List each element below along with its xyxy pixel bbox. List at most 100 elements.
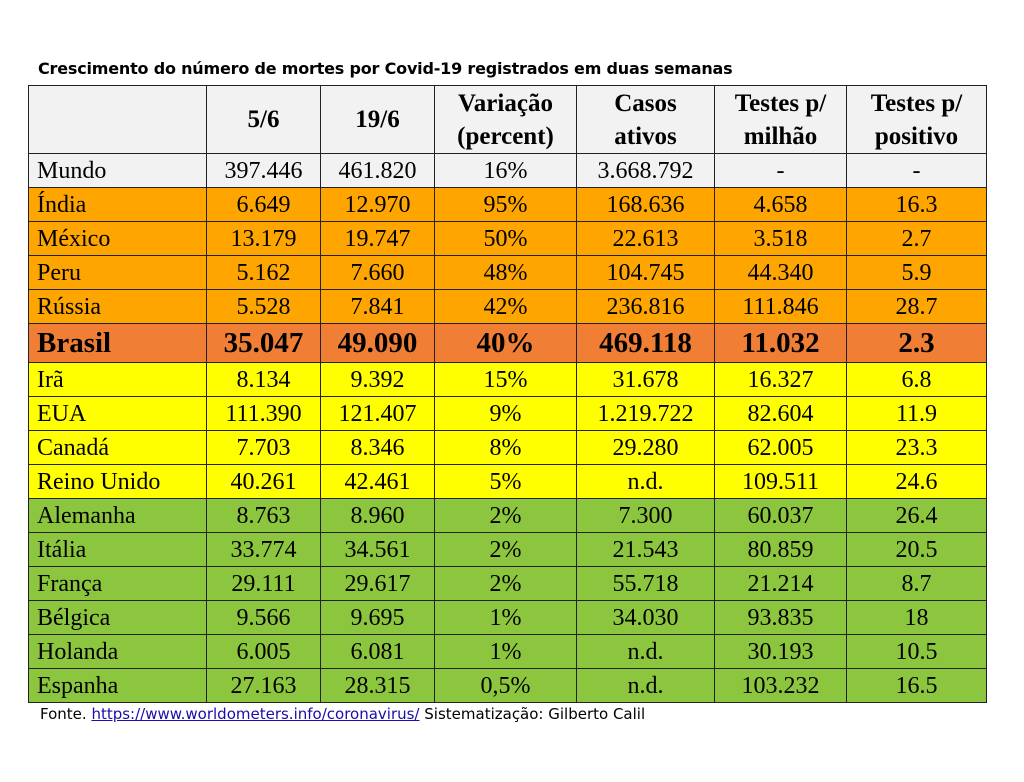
country-cell: Itália (28, 532, 207, 567)
deaths-jun5-cell: 33.774 (206, 532, 321, 567)
active-cases-cell: 55.718 (576, 566, 715, 601)
source-note: Fonte. https://www.worldometers.info/cor… (40, 705, 645, 723)
table-row: Bélgica 9.566 9.695 1% 34.030 93.835 18 (28, 600, 987, 635)
deaths-jun19-cell: 9.392 (320, 362, 435, 397)
deaths-jun19-cell: 12.970 (320, 187, 435, 222)
country-cell: Irã (28, 362, 207, 397)
active-cases-cell: n.d. (576, 464, 715, 499)
deaths-jun19-cell: 49.090 (320, 323, 435, 363)
table-row: Rússia 5.528 7.841 42% 236.816 111.846 28.7 (28, 289, 987, 324)
deaths-jun5-cell: 9.566 (206, 600, 321, 635)
tests-per-million-cell: 11.032 (714, 323, 847, 363)
deaths-jun19-cell: 461.820 (320, 153, 435, 188)
active-cases-cell: 104.745 (576, 255, 715, 290)
deaths-jun5-cell: 6.005 (206, 634, 321, 669)
deaths-jun19-cell: 6.081 (320, 634, 435, 669)
table-body: Mundo 397.446 461.820 16% 3.668.792- - Índia 6.… (28, 153, 987, 703)
column-header: Variação (percent) (434, 85, 577, 154)
active-cases-cell: 1.219.722 (576, 396, 715, 431)
table-row: Espanha 27.163 28.315 0,5% n.d. 103.232 16.5 (28, 668, 987, 703)
country-cell: Peru (28, 255, 207, 290)
tests-per-million-cell: - (714, 153, 847, 188)
deaths-jun5-cell: 27.163 (206, 668, 321, 703)
variation-cell: 95% (434, 187, 577, 222)
active-cases-cell: 29.280 (576, 430, 715, 465)
table-row: EUA 111.390 121.407 9% 1.219.722 82.604 11.9 (28, 396, 987, 431)
active-cases-cell: 168.636 (576, 187, 715, 222)
tests-per-positive-cell: 2.7 (846, 221, 987, 256)
table-row: Holanda 6.005 6.081 1% n.d. 30.193 10.5 (28, 634, 987, 669)
country-cell: França (28, 566, 207, 601)
deaths-jun19-cell: 8.346 (320, 430, 435, 465)
deaths-jun5-cell: 8.134 (206, 362, 321, 397)
column-header: Casos ativos (576, 85, 715, 154)
column-header-line2: positivo (874, 122, 959, 150)
table-row: Alemanha 8.763 8.960 2% 7.300 60.037 26.4 (28, 498, 987, 533)
deaths-jun5-cell: 7.703 (206, 430, 321, 465)
tests-per-positive-cell: 16.3 (846, 187, 987, 222)
deaths-jun5-cell: 5.528 (206, 289, 321, 324)
table-row: Brasil 35.047 49.090 40% 469.118 11.032 2.3 (28, 323, 987, 363)
variation-cell: 2% (434, 498, 577, 533)
column-header-line1: Testes p/ (734, 89, 827, 117)
active-cases-cell: 34.030 (576, 600, 715, 635)
deaths-jun19-cell: 19.747 (320, 221, 435, 256)
deaths-jun5-cell: 8.763 (206, 498, 321, 533)
deaths-jun5-cell: 111.390 (206, 396, 321, 431)
country-cell: Holanda (28, 634, 207, 669)
column-header-line1: Testes p/ (870, 89, 963, 117)
deaths-jun5-cell: 35.047 (206, 323, 321, 363)
table-row: França 29.111 29.617 2% 55.718 21.214 8.7 (28, 566, 987, 601)
tests-per-positive-cell: 16.5 (846, 668, 987, 703)
country-cell: Canadá (28, 430, 207, 465)
deaths-jun19-cell: 7.841 (320, 289, 435, 324)
tests-per-positive-cell: 5.9 (846, 255, 987, 290)
active-cases-cell: n.d. (576, 668, 715, 703)
active-cases-cell: 31.678 (576, 362, 715, 397)
variation-cell: 16% (434, 153, 577, 188)
variation-cell: 50% (434, 221, 577, 256)
column-header: 19/6 (320, 85, 435, 154)
tests-per-positive-cell: 23.3 (846, 430, 987, 465)
document-title: Crescimento do número de mortes por Covi… (38, 59, 733, 78)
variation-cell: 1% (434, 600, 577, 635)
table-row: Reino Unido 40.261 42.461 5% n.d. 109.511 24.6 (28, 464, 987, 499)
country-cell: Bélgica (28, 600, 207, 635)
variation-cell: 9% (434, 396, 577, 431)
active-cases-cell: n.d. (576, 634, 715, 669)
tests-per-positive-cell: 11.9 (846, 396, 987, 431)
source-prefix: Fonte. (40, 705, 87, 723)
table-row: Itália 33.774 34.561 2% 21.543 80.859 20.5 (28, 532, 987, 567)
column-header-line2: milhão (743, 122, 818, 150)
column-header-line1: Casos (614, 89, 677, 117)
tests-per-million-cell: 111.846 (714, 289, 847, 324)
column-header: Testes p/milhão (714, 85, 847, 154)
variation-cell: 0,5% (434, 668, 577, 703)
deaths-jun5-cell: 13.179 (206, 221, 321, 256)
tests-per-million-cell: 44.340 (714, 255, 847, 290)
country-cell: Reino Unido (28, 464, 207, 499)
column-header-line1: 5/6 (247, 106, 280, 133)
active-cases-cell: 22.613 (576, 221, 715, 256)
column-header-line1: Variação (458, 89, 553, 117)
variation-cell: 5% (434, 464, 577, 499)
table-header-row: 5/6 19/6 Variação (percent) Casos ativos Teste… (28, 85, 987, 154)
tests-per-million-cell: 103.232 (714, 668, 847, 703)
deaths-jun5-cell: 397.446 (206, 153, 321, 188)
deaths-jun19-cell: 28.315 (320, 668, 435, 703)
active-cases-cell: 21.543 (576, 532, 715, 567)
tests-per-million-cell: 93.835 (714, 600, 847, 635)
column-header: 5/6 (206, 85, 321, 154)
deaths-jun5-cell: 5.162 (206, 255, 321, 290)
variation-cell: 15% (434, 362, 577, 397)
tests-per-million-cell: 60.037 (714, 498, 847, 533)
table-row: Índia 6.649 12.970 95% 168.636 4.658 16.3 (28, 187, 987, 222)
covid-deaths-table: 5/6 19/6 Variação (percent) Casos ativos Teste… (28, 85, 987, 703)
table-row: México 13.179 19.747 50% 22.613 3.518 2.7 (28, 221, 987, 256)
deaths-jun19-cell: 121.407 (320, 396, 435, 431)
variation-cell: 40% (434, 323, 577, 363)
source-link[interactable]: https://www.worldometers.info/coronaviru… (91, 705, 420, 723)
tests-per-positive-cell: 6.8 (846, 362, 987, 397)
table-row: Peru 5.162 7.660 48% 104.745 44.340 5.9 (28, 255, 987, 290)
variation-cell: 2% (434, 566, 577, 601)
